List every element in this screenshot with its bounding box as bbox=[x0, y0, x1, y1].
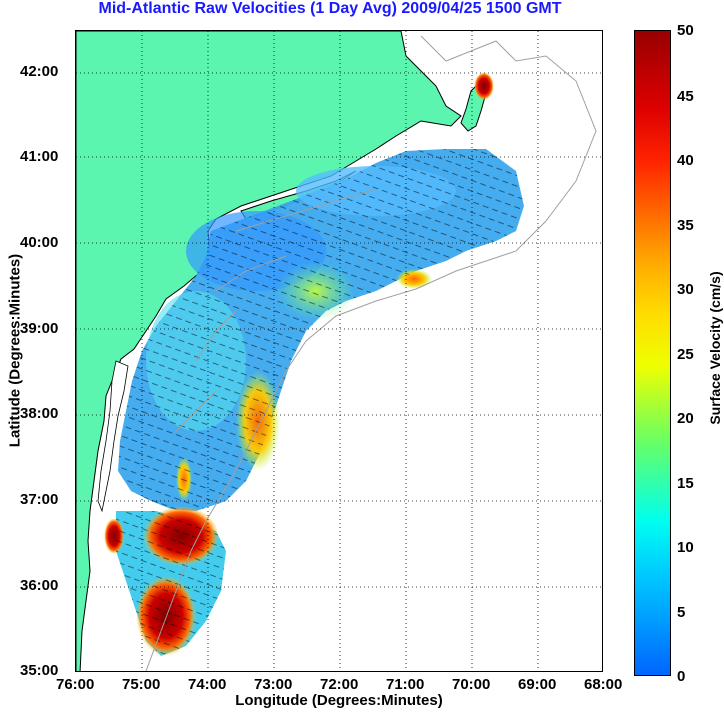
colorbar-tick-label: 50 bbox=[677, 22, 694, 39]
y-tick-label: 41:00 bbox=[20, 148, 59, 165]
x-tick-label: 68:00 bbox=[584, 676, 623, 693]
map-canvas bbox=[76, 31, 602, 671]
x-tick-label: 70:00 bbox=[452, 676, 491, 693]
y-tick-label: 38:00 bbox=[20, 405, 59, 422]
colorbar-tick-label: 15 bbox=[677, 475, 694, 492]
y-tick-label: 39:00 bbox=[20, 320, 59, 337]
bathymetry-contour bbox=[145, 35, 597, 671]
grid-lines bbox=[76, 31, 602, 671]
colorbar-tick-label: 5 bbox=[677, 604, 686, 621]
colorbar-tick-label: 40 bbox=[677, 152, 694, 169]
x-tick-label: 71:00 bbox=[386, 676, 425, 693]
x-tick-label: 76:00 bbox=[56, 676, 95, 693]
y-tick-label: 35:00 bbox=[20, 662, 59, 679]
x-axis-label: Longitude (Degrees:Minutes) bbox=[235, 692, 443, 709]
map-title: Mid-Atlantic Raw Velocities (1 Day Avg) … bbox=[98, 0, 562, 17]
colorbar-tick-label: 10 bbox=[677, 539, 694, 556]
colorbar-title: Surface Velocity (cm/s) bbox=[707, 271, 723, 425]
x-tick-label: 74:00 bbox=[188, 676, 227, 693]
colorbar-tick-label: 0 bbox=[677, 668, 686, 685]
y-tick-label: 42:00 bbox=[20, 63, 59, 80]
x-tick-label: 73:00 bbox=[254, 676, 293, 693]
colorbar-tick-label: 20 bbox=[677, 410, 694, 427]
colorbar-tick-label: 25 bbox=[677, 346, 694, 363]
velocity-map[interactable] bbox=[75, 30, 603, 672]
x-tick-label: 75:00 bbox=[122, 676, 161, 693]
y-tick-label: 36:00 bbox=[20, 577, 59, 594]
y-tick-label: 40:00 bbox=[20, 234, 59, 251]
y-tick-label: 37:00 bbox=[20, 491, 59, 508]
colorbar-tick-label: 45 bbox=[677, 88, 694, 105]
y-axis-label: Latitude (Degrees:Minutes) bbox=[6, 253, 24, 448]
x-tick-label: 72:00 bbox=[320, 676, 359, 693]
velocity-colorbar bbox=[634, 30, 671, 676]
colorbar-tick-label: 35 bbox=[677, 217, 694, 234]
colorbar-tick-label: 30 bbox=[677, 281, 694, 298]
x-tick-label: 69:00 bbox=[518, 676, 557, 693]
